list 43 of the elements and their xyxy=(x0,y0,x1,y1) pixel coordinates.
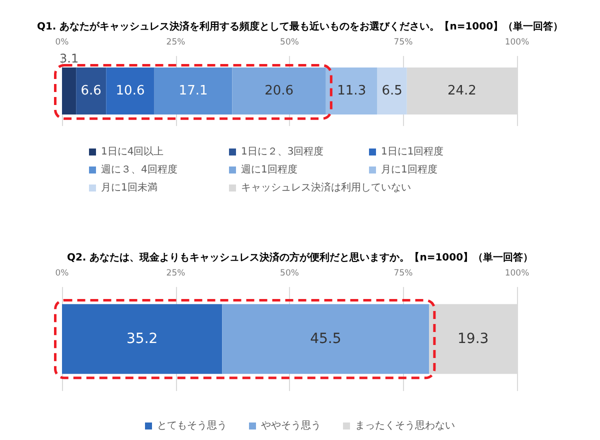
legend-label: 週に３、4回程度 xyxy=(101,164,178,176)
bar xyxy=(62,68,76,114)
data-label: 24.2 xyxy=(447,84,476,98)
x-tick-label: 50% xyxy=(280,38,299,48)
data-label: 17.1 xyxy=(178,84,208,98)
x-tick-label: 75% xyxy=(394,38,413,48)
x-tick-label: 25% xyxy=(166,38,186,48)
x-tick-label: 75% xyxy=(394,268,413,278)
bar xyxy=(377,68,407,114)
legend-label: まったくそう思わない xyxy=(355,420,455,432)
chart-title: Q1. あなたがキャッシュレス決済を利用する頻度として最も近いものをお選びください。【n=1000】（単一回答） xyxy=(36,20,564,32)
legend-label: キャッシュレス決済は利用していない xyxy=(241,182,411,194)
legend-label: 週に1回程度 xyxy=(241,164,298,176)
data-label: 6.5 xyxy=(382,84,402,98)
x-tick-label: 0% xyxy=(55,268,69,278)
bar xyxy=(76,68,106,114)
bar xyxy=(106,68,154,114)
data-label: 19.3 xyxy=(458,331,489,347)
bar xyxy=(222,304,430,374)
data-label: 10.6 xyxy=(116,84,145,98)
legend-label: 1日に4回以上 xyxy=(101,146,164,158)
x-tick-label: 100% xyxy=(504,268,530,278)
data-label: 35.2 xyxy=(126,331,158,347)
legend-label: 1日に1回程度 xyxy=(381,146,444,158)
legend-label: とてもそう思う xyxy=(157,420,227,432)
bar xyxy=(326,68,378,114)
data-label: 11.3 xyxy=(337,84,366,98)
data-label: 45.5 xyxy=(310,331,342,347)
chart-title: Q2. あなたは、現金よりもキャッシュレス決済の方が便利だと思いますか。【n=1000】（単一回答） xyxy=(66,252,534,264)
data-label: 3.1 xyxy=(60,52,79,66)
data-label: 20.6 xyxy=(264,84,294,98)
bar xyxy=(154,68,232,114)
x-tick-label: 50% xyxy=(280,268,299,278)
x-tick-label: 100% xyxy=(504,38,530,48)
legend-label: ややそう思う xyxy=(261,420,321,432)
x-tick-label: 0% xyxy=(55,38,69,48)
legend-label: 月に1回程度 xyxy=(381,164,438,176)
x-tick-label: 25% xyxy=(166,268,186,278)
bar xyxy=(232,68,326,114)
bar xyxy=(62,304,222,374)
legend-label: 1日に２、3回程度 xyxy=(241,146,324,158)
data-label: 6.6 xyxy=(80,84,102,98)
legend-label: 月に1回未満 xyxy=(101,182,158,194)
